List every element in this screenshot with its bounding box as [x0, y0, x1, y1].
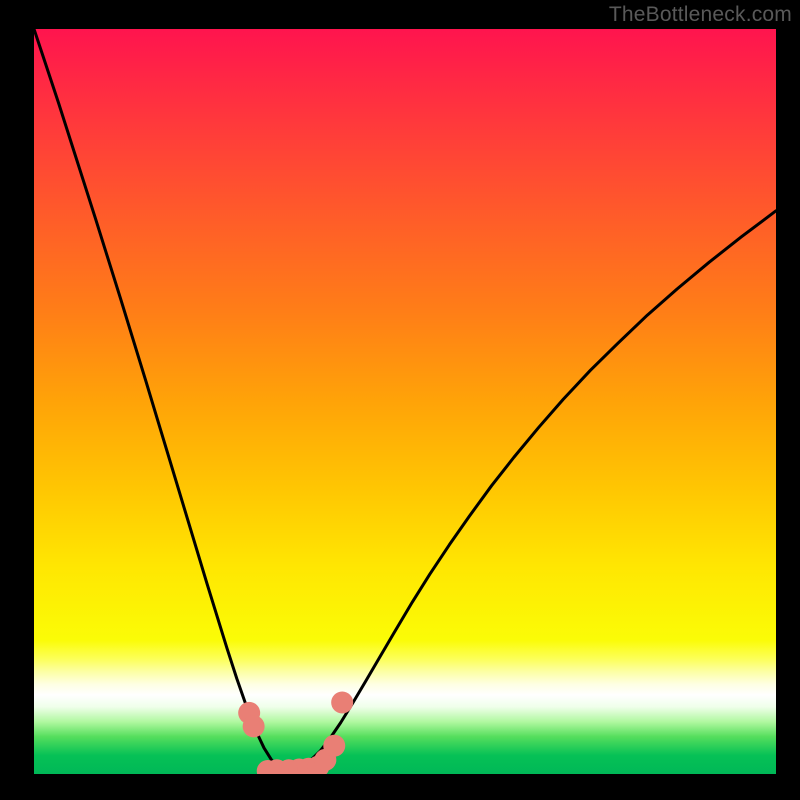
data-marker — [243, 715, 265, 737]
data-marker — [323, 735, 345, 757]
plot-gradient-background — [34, 29, 776, 774]
watermark: TheBottleneck.com — [609, 3, 792, 27]
chart-canvas: TheBottleneck.com — [0, 0, 800, 800]
data-marker — [331, 691, 353, 713]
bottleneck-curve-chart — [0, 0, 800, 800]
